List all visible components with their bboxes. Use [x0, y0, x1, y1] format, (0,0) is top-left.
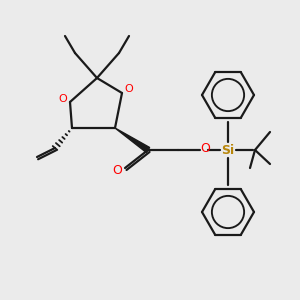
Text: O: O — [112, 164, 122, 178]
Text: O: O — [124, 84, 134, 94]
Text: O: O — [58, 94, 68, 104]
Text: O: O — [200, 142, 210, 155]
Polygon shape — [115, 128, 150, 152]
Text: Si: Si — [221, 143, 235, 157]
